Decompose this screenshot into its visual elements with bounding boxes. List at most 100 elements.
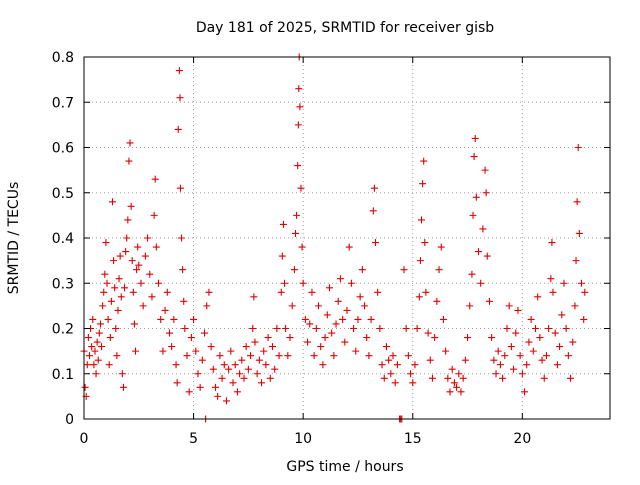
data-point — [411, 361, 419, 369]
data-point — [244, 365, 252, 373]
x-tick-label: 15 — [404, 431, 422, 447]
data-point — [461, 356, 469, 364]
data-point — [111, 284, 119, 292]
data-point — [367, 315, 375, 323]
data-point — [105, 361, 113, 369]
data-point — [472, 193, 480, 201]
y-tick-label: 0.7 — [52, 95, 74, 111]
data-point — [231, 361, 239, 369]
data-point — [174, 125, 182, 133]
y-tick-label: 0 — [65, 412, 74, 428]
data-point — [139, 302, 147, 310]
data-point — [471, 134, 479, 142]
data-point — [323, 311, 331, 319]
data-point — [382, 343, 390, 351]
data-point — [470, 153, 478, 161]
data-point — [201, 329, 209, 337]
data-point — [192, 347, 200, 355]
data-point — [222, 397, 230, 405]
data-point — [218, 374, 226, 382]
data-point — [521, 388, 529, 396]
data-point — [581, 288, 589, 296]
data-point — [278, 252, 286, 260]
data-point — [545, 325, 553, 332]
data-point — [148, 293, 156, 301]
data-point — [569, 338, 577, 346]
data-point — [165, 329, 173, 337]
data-point — [152, 243, 160, 251]
data-point — [264, 334, 272, 342]
data-point — [527, 315, 535, 323]
data-point — [178, 234, 186, 242]
data-point — [81, 383, 89, 391]
data-point — [209, 365, 217, 373]
data-point — [393, 361, 401, 369]
data-point — [141, 252, 149, 260]
data-point — [151, 175, 159, 183]
data-point — [229, 379, 237, 387]
data-point — [225, 365, 233, 373]
data-point — [553, 361, 561, 369]
data-point — [196, 383, 204, 391]
x-tick-label: 5 — [189, 431, 198, 447]
data-point — [549, 288, 557, 296]
data-point — [376, 325, 384, 332]
data-point — [258, 379, 266, 387]
data-point — [534, 293, 542, 301]
data-point — [194, 370, 202, 378]
data-point — [315, 302, 323, 310]
data-point — [92, 370, 100, 378]
data-point — [176, 94, 184, 102]
data-point — [483, 252, 491, 260]
data-point — [369, 207, 377, 215]
data-point — [216, 352, 224, 360]
data-point — [93, 338, 101, 346]
data-point — [207, 343, 215, 351]
data-point — [464, 334, 472, 342]
data-point — [205, 288, 213, 296]
data-point — [85, 352, 93, 360]
data-point — [233, 388, 241, 396]
data-point — [121, 284, 129, 292]
data-point — [132, 347, 140, 355]
data-point — [293, 211, 301, 219]
data-point — [496, 361, 504, 369]
data-point — [282, 325, 290, 332]
data-point — [159, 347, 167, 355]
data-point — [356, 293, 364, 301]
data-point — [428, 374, 436, 382]
data-point — [281, 279, 289, 287]
data-point — [275, 352, 283, 360]
data-point — [135, 261, 143, 269]
data-point — [179, 266, 187, 274]
data-point — [161, 306, 169, 314]
data-point — [507, 343, 515, 351]
y-tick-label: 0.6 — [52, 141, 74, 157]
data-point — [415, 293, 423, 301]
data-point — [560, 279, 568, 287]
data-point — [343, 306, 351, 314]
data-point — [371, 239, 379, 247]
data-points — [80, 53, 589, 423]
data-point — [220, 361, 228, 369]
data-point — [345, 243, 353, 251]
data-point — [103, 279, 111, 287]
data-point — [514, 306, 522, 314]
y-tick-label: 0.2 — [52, 322, 74, 338]
data-point — [271, 365, 279, 373]
data-point — [190, 315, 198, 323]
data-point — [89, 315, 97, 323]
data-point — [96, 320, 104, 328]
data-point — [176, 184, 184, 192]
data-point — [466, 302, 474, 310]
data-point — [297, 184, 305, 192]
data-point — [286, 334, 294, 342]
data-point — [485, 297, 493, 305]
data-point — [98, 343, 106, 351]
data-point — [122, 248, 130, 256]
data-point — [262, 361, 270, 369]
data-point — [294, 162, 302, 170]
chart-title: Day 181 of 2025, SRMTID for receiver gis… — [196, 20, 494, 36]
data-point — [575, 229, 583, 237]
data-point — [170, 315, 178, 323]
